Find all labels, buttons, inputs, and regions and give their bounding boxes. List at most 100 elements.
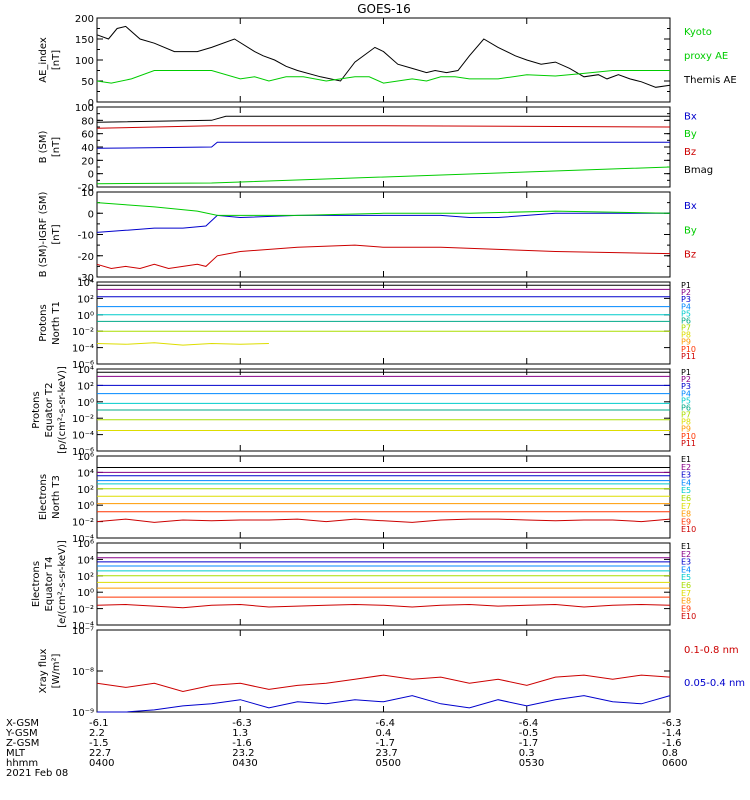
panel-protons-t2: 10⁻⁶ 10⁻⁴ 10⁻² 10⁰ 10² 10⁴ Protons Equator T2 [p… [31,365,696,458]
legend-label: P6 [681,316,691,325]
footer-value: -1.6 [662,738,682,749]
y-tick-label: 20 [81,156,94,167]
y-axis-label: Equator T2 [44,383,55,438]
panel-frame [96,455,671,539]
legend-label: P1 [681,368,691,377]
legend-label: P11 [681,352,696,361]
footer-value: -1.7 [519,738,539,749]
panel-b-sm: -20 0 20 40 60 80 100 B (SM) [nT] Bx By Bz Bmag [38,103,713,194]
y-tick-label: 10⁻² [72,518,94,529]
legend-label: 0.05-0.4 nm [684,678,745,689]
footer-row-label: MLT [6,748,26,759]
footer-value: -1.6 [232,738,252,749]
legend-label: P1 [681,281,691,290]
legend-label: E9 [681,517,691,526]
y-axis-label: North T1 [51,301,62,345]
series-line-xray-0-1-0-8-nm [96,674,671,693]
footer-value: -1.5 [89,738,109,749]
legend-label: Bz [684,250,696,261]
y-tick-label: 150 [75,35,94,46]
legend-label: P11 [681,439,696,448]
legend-label: E6 [681,494,691,503]
legend-label: Bz [684,147,696,158]
legend-label: E10 [681,612,696,621]
panel-ae: 0 50 100 150 200 AE_index [nT] Kyoto proxy AE The… [38,14,737,109]
series-line-b-sm-by [96,166,671,185]
chart-title: GOES-16 [357,2,411,16]
footer-value: -0.5 [519,728,539,739]
y-axis-label: B (SM)-IGRF (SM) [38,192,49,278]
legend-label: proxy AE [684,51,728,62]
y-tick-label: -10 [78,231,94,242]
y-tick-label: 10⁻⁶ [72,360,94,371]
series-line-ae-kyoto-proxy-ae [96,70,670,84]
legend-label: E8 [681,510,691,519]
y-axis-label: Protons [38,304,49,341]
series-line-b-igrf-bz [96,244,671,270]
y-axis-label: [nT] [51,50,62,70]
footer-row-label: 2021 Feb 08 [6,768,68,779]
legend-label: P4 [681,389,691,398]
footer-value: -6.3 [232,718,252,729]
footer-value: -6.3 [662,718,682,729]
y-tick-label: -20 [78,252,94,263]
y-tick-label: 10⁴ [77,555,94,566]
y-tick-label: 100 [75,56,94,67]
legend-label: 0.1-0.8 nm [684,645,739,656]
legend-label: E1 [681,542,691,551]
legend-label: Kyoto [684,27,712,38]
y-axis-label: [W/m²] [51,653,62,688]
series-line-electrons-t3-e10 [96,518,671,523]
y-axis-label: North T3 [51,475,62,519]
legend-label: P5 [681,396,691,405]
series-line-xray-0-05-0-4-nm [97,695,671,713]
y-axis-label: AE_index [38,37,49,83]
legend-label: E7 [681,502,691,511]
y-tick-label: 10⁻² [72,605,94,616]
y-axis-label: B (SM) [38,130,49,163]
y-tick-label: 10⁴ [77,365,94,376]
legend-label: P4 [681,302,691,311]
y-axis-label: Protons [31,391,42,428]
legend-label: P9 [681,338,691,347]
legend-label: E2 [681,463,691,472]
y-tick-label: 10⁻⁴ [72,431,94,442]
legend-label: By [684,129,697,140]
y-tick-label: 50 [81,77,94,88]
footer-value: -6.4 [519,718,539,729]
footer-value: -1.7 [376,738,396,749]
panel-frame [96,17,671,103]
y-tick-label: 10 [81,188,94,199]
legend-label: P10 [681,432,696,441]
legend-label: P8 [681,418,691,427]
legend-label: E2 [681,550,691,559]
footer-row-label: Z-GSM [6,738,39,749]
legend-label: E7 [681,589,691,598]
legend-label: P8 [681,331,691,340]
legend-label: P3 [681,382,691,391]
footer-value: 0400 [89,758,114,769]
panel-electrons-t4: 10⁻⁴ 10⁻² 10⁰ 10² 10⁴ 10⁶ Electrons Equator T4[… [31,539,696,632]
legend-label: E8 [681,597,691,606]
y-tick-label: 0 [88,209,94,220]
legend-label: P7 [681,411,691,420]
legend-label: E4 [681,478,691,487]
legend-label: P10 [681,345,696,354]
legend-label: Bx [684,201,697,212]
y-tick-label: 10⁰ [77,588,94,599]
panel-xray: 10⁻⁹ 10⁻⁸ 10⁻⁷ Xray flux [W/m²] 0.1-0.8 nm 0.0… [38,626,745,719]
y-tick-label: 10² [77,381,94,392]
footer-value: 0430 [232,758,257,769]
y-tick-label: 10⁻⁶ [72,447,94,458]
y-axis-label: [e/(cm²-s-sr-keV)] [57,540,68,628]
footer-value: -6.4 [376,718,396,729]
footer-value: 0500 [376,758,401,769]
footer-value: 2.2 [89,728,105,739]
y-axis-label: Electrons [31,561,42,607]
legend-label: P3 [681,295,691,304]
legend-label: E5 [681,573,691,582]
y-axis-label: Equator T4 [44,557,55,612]
footer-value: -6.1 [89,718,109,729]
